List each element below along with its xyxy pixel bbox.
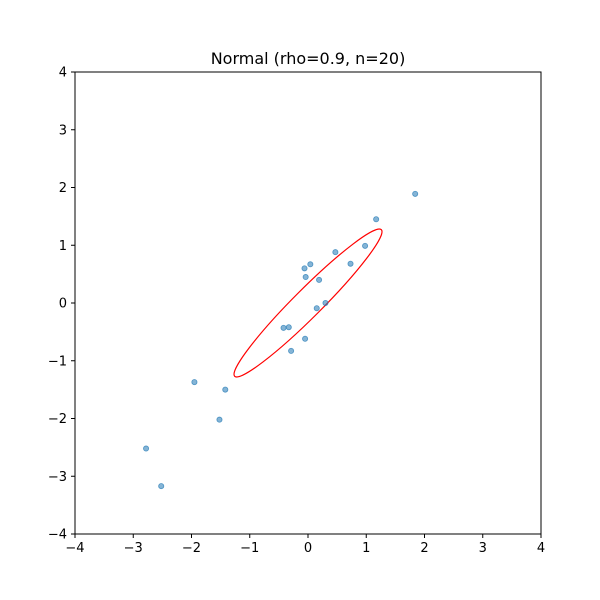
data-point-18 xyxy=(143,445,150,452)
data-point-3 xyxy=(332,249,339,256)
data-point-12 xyxy=(280,324,287,331)
y-tick-label: 2 xyxy=(59,181,67,196)
data-point-17 xyxy=(216,416,223,423)
ellipse-layer xyxy=(233,228,383,378)
confidence-ellipse xyxy=(233,228,383,378)
y-tick-label: 4 xyxy=(59,66,67,81)
y-tick-label: −4 xyxy=(48,528,67,543)
x-tick-label: −1 xyxy=(240,541,259,556)
x-tick-label: −2 xyxy=(182,541,201,556)
x-axis: −4 −3 −2 −1 0 1 2 3 4 xyxy=(65,534,545,556)
points-layer xyxy=(143,190,419,490)
data-point-14 xyxy=(288,347,295,354)
data-point-6 xyxy=(301,265,308,272)
x-tick-label: −4 xyxy=(65,541,84,556)
y-tick-label: 1 xyxy=(59,239,67,254)
data-point-13 xyxy=(302,335,309,342)
y-axis: −4 −3 −2 −1 0 1 2 3 4 xyxy=(48,66,75,543)
data-point-0 xyxy=(412,190,419,197)
x-tick-label: 1 xyxy=(362,541,370,556)
data-point-19 xyxy=(158,483,165,490)
data-point-11 xyxy=(285,324,292,331)
y-tick-label: −2 xyxy=(48,412,67,427)
data-point-8 xyxy=(316,276,323,283)
x-tick-label: 2 xyxy=(420,541,428,556)
chart-title: Normal (rho=0.9, n=20) xyxy=(211,49,406,68)
y-tick-label: −1 xyxy=(48,354,67,369)
data-point-2 xyxy=(362,242,369,249)
plot-frame xyxy=(74,71,542,535)
data-point-1 xyxy=(373,216,380,223)
y-tick-label: 3 xyxy=(59,123,67,138)
data-point-15 xyxy=(191,379,198,386)
x-tick-label: 4 xyxy=(537,541,545,556)
data-point-10 xyxy=(313,305,320,312)
x-tick-label: 0 xyxy=(304,541,312,556)
data-point-16 xyxy=(222,386,229,393)
data-point-7 xyxy=(302,274,309,281)
x-tick-label: 3 xyxy=(479,541,487,556)
data-point-9 xyxy=(322,299,329,306)
x-tick-label: −3 xyxy=(124,541,143,556)
data-point-4 xyxy=(347,260,354,267)
y-tick-label: 0 xyxy=(59,297,67,312)
y-tick-label: −3 xyxy=(48,470,67,485)
data-point-5 xyxy=(307,261,314,268)
